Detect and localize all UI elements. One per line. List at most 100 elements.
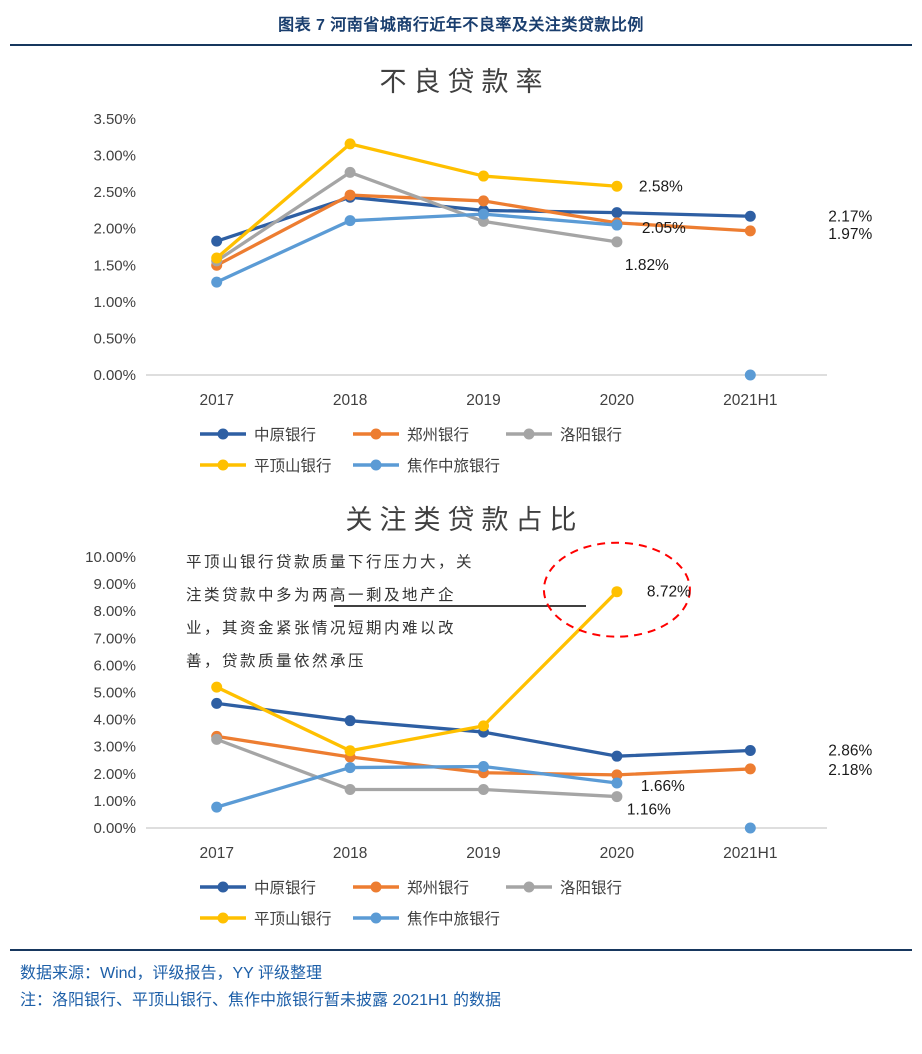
data-point-marker bbox=[744, 225, 756, 237]
y-tick-label: 0.00% bbox=[93, 820, 136, 837]
highlight-ellipse bbox=[542, 541, 691, 638]
npl-chart-legend: 中原银行 郑州银行 洛阳银行平顶山银行 焦作中旅银行 bbox=[200, 423, 922, 476]
legend-item: 焦作中旅银行 bbox=[353, 454, 506, 476]
legend-item: 郑州银行 bbox=[353, 423, 506, 445]
y-tick-label: 1.00% bbox=[93, 793, 136, 810]
chart1-title: 不良贷款率 bbox=[379, 67, 550, 98]
legend-item: 焦作中旅银行 bbox=[353, 907, 506, 929]
data-point-marker bbox=[344, 138, 356, 150]
data-point-label: 1.16% bbox=[627, 802, 671, 819]
legend-line-marker-icon bbox=[506, 881, 552, 893]
x-category-label: 2018 bbox=[333, 845, 367, 862]
data-point-marker bbox=[211, 252, 223, 264]
legend-row: 中原银行 郑州银行 洛阳银行 bbox=[200, 876, 922, 898]
legend-series-label: 中原银行 bbox=[254, 427, 317, 444]
legend-series-label: 中原银行 bbox=[254, 880, 317, 897]
data-point-marker bbox=[611, 207, 623, 219]
legend-series-label: 郑州银行 bbox=[407, 880, 470, 897]
data-point-marker bbox=[611, 586, 623, 598]
legend-line-marker-icon bbox=[353, 881, 399, 893]
data-point-marker bbox=[744, 763, 756, 775]
npl-ratio-chart: 0.00% 0.50% 1.00% 1.50% 2.00% 2.50% 3.00% 3.50%… bbox=[93, 111, 872, 409]
report-page: 图表 7 河南省城商行近年不良率及关注类贷款比例 不良贷款率 0.00% 0.50… bbox=[0, 17, 922, 1022]
chart2-title: 关注类贷款占比 bbox=[345, 505, 584, 536]
legend-line-marker-icon bbox=[353, 912, 399, 924]
data-point-marker bbox=[611, 777, 623, 789]
y-tick-label: 3.50% bbox=[93, 111, 136, 128]
data-point-marker bbox=[211, 801, 223, 813]
data-point-marker bbox=[478, 760, 489, 772]
y-tick-label: 2.00% bbox=[93, 766, 136, 783]
annotation-text-line: 注类贷款中多为两高一剩及地产企 bbox=[186, 586, 456, 604]
legend-line-marker-icon bbox=[200, 912, 246, 924]
data-point-marker bbox=[611, 791, 623, 803]
data-point-marker bbox=[211, 235, 223, 247]
data-point-marker bbox=[478, 784, 489, 796]
annotation-text-line: 业，其资金紧张情况短期内难以改 bbox=[186, 619, 456, 637]
data-point-marker bbox=[344, 784, 356, 796]
annotation-text-line: 善，贷款质量依然承压 bbox=[186, 652, 366, 670]
data-point-marker bbox=[211, 681, 223, 693]
legend-series-label: 焦作中旅银行 bbox=[407, 911, 501, 928]
data-point-marker bbox=[211, 276, 223, 288]
data-point-marker bbox=[478, 195, 489, 207]
legend-series-label: 焦作中旅银行 bbox=[407, 458, 501, 475]
annotation-text-line: 平顶山银行贷款质量下行压力大，关 bbox=[186, 553, 474, 571]
x-category-label: 2021H1 bbox=[723, 845, 777, 862]
footer: 数据来源：Wind，评级报告，YY 评级整理 注：洛阳银行、平顶山银行、焦作中旅… bbox=[0, 951, 922, 1022]
bottom-divider bbox=[10, 949, 912, 951]
legend-row: 平顶山银行 焦作中旅银行 bbox=[200, 454, 922, 476]
data-point-marker bbox=[611, 750, 623, 762]
y-tick-label: 3.00% bbox=[93, 148, 136, 165]
data-point-marker bbox=[611, 180, 623, 192]
y-tick-label: 5.00% bbox=[93, 685, 136, 702]
legend-item: 中原银行 bbox=[200, 876, 353, 898]
legend-item: 平顶山银行 bbox=[200, 454, 353, 476]
data-point-label: 8.72% bbox=[647, 584, 691, 601]
data-point-marker bbox=[211, 697, 223, 709]
data-point-label: 2.18% bbox=[828, 762, 872, 779]
data-point-marker bbox=[344, 189, 356, 201]
legend-item: 洛阳银行 bbox=[506, 423, 659, 445]
data-point-label: 1.82% bbox=[625, 257, 669, 274]
y-tick-label: 8.00% bbox=[93, 603, 136, 620]
legend-item: 郑州银行 bbox=[353, 876, 506, 898]
legend-item: 平顶山银行 bbox=[200, 907, 353, 929]
data-point-label: 2.86% bbox=[828, 742, 872, 759]
y-tick-label: 10.00% bbox=[85, 549, 136, 566]
y-tick-label: 7.00% bbox=[93, 630, 136, 647]
x-category-label: 2019 bbox=[466, 392, 500, 409]
data-point-marker bbox=[344, 745, 356, 757]
legend-line-marker-icon bbox=[200, 459, 246, 471]
legend-item: 洛阳银行 bbox=[506, 876, 659, 898]
data-point-marker bbox=[744, 744, 756, 756]
legend-line-marker-icon bbox=[506, 428, 552, 440]
legend-row: 平顶山银行 焦作中旅银行 bbox=[200, 907, 922, 929]
x-category-label: 2017 bbox=[199, 392, 233, 409]
legend-series-label: 洛阳银行 bbox=[560, 880, 623, 897]
y-tick-label: 2.00% bbox=[93, 221, 136, 238]
data-point-marker bbox=[478, 208, 489, 220]
data-point-label: 2.58% bbox=[639, 178, 683, 195]
data-point-marker bbox=[611, 769, 623, 781]
y-tick-label: 0.00% bbox=[93, 367, 136, 384]
y-tick-label: 4.00% bbox=[93, 712, 136, 729]
x-category-label: 2020 bbox=[600, 392, 635, 409]
data-point-marker bbox=[344, 762, 356, 774]
data-point-marker bbox=[478, 170, 489, 182]
legend-series-label: 平顶山银行 bbox=[254, 911, 332, 928]
y-tick-label: 2.50% bbox=[93, 184, 136, 201]
isolated-data-point bbox=[744, 369, 756, 381]
x-category-label: 2021H1 bbox=[723, 392, 777, 409]
data-point-marker bbox=[478, 720, 489, 732]
data-point-marker bbox=[344, 715, 356, 727]
x-category-label: 2018 bbox=[333, 392, 367, 409]
series-line bbox=[215, 170, 619, 263]
data-point-label: 1.66% bbox=[641, 778, 685, 795]
special-mention-chart-legend: 中原银行 郑州银行 洛阳银行平顶山银行 焦作中旅银行 bbox=[200, 876, 922, 929]
x-category-label: 2017 bbox=[199, 845, 233, 862]
legend-series-label: 平顶山银行 bbox=[254, 458, 332, 475]
x-category-label: 2019 bbox=[466, 845, 500, 862]
series-line bbox=[215, 142, 619, 260]
data-point-marker bbox=[344, 215, 356, 227]
